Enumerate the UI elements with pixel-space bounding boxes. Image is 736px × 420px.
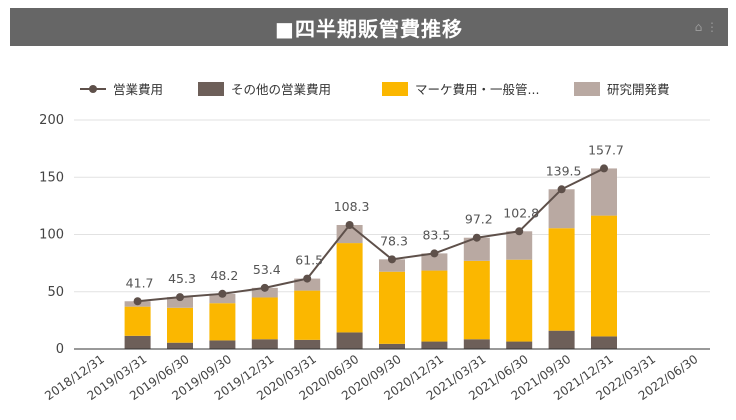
line-point xyxy=(303,274,312,283)
data-label: 61.5 xyxy=(295,253,323,268)
data-label: 97.2 xyxy=(465,212,493,227)
data-label: 45.3 xyxy=(168,271,196,286)
line-point xyxy=(472,233,481,242)
line-point xyxy=(345,220,354,229)
data-label: 78.3 xyxy=(380,233,408,248)
bar-segment xyxy=(167,342,193,349)
bar-segment xyxy=(294,278,321,291)
data-label: 41.7 xyxy=(126,275,154,290)
bar-segment xyxy=(421,270,448,342)
line-point xyxy=(260,283,269,292)
line-point xyxy=(600,164,608,173)
bar-segment xyxy=(548,228,575,331)
bar-segment xyxy=(124,335,151,349)
bar-segment xyxy=(251,297,278,340)
line-point xyxy=(176,293,184,302)
chart-header: ■四半期販管費推移 ⌂ ⋮ xyxy=(10,8,728,46)
total-opex-line xyxy=(137,167,605,303)
y-tick-label: 50 xyxy=(47,285,64,300)
bar-segment xyxy=(336,243,363,333)
bar-segment xyxy=(167,297,193,308)
bar-segment xyxy=(336,332,363,349)
bar-segment xyxy=(251,339,278,349)
bar-segment xyxy=(463,339,490,349)
bar-segment xyxy=(506,259,533,342)
legend-swatch xyxy=(382,82,408,96)
legend-swatch xyxy=(198,82,224,96)
bar-segment xyxy=(209,340,236,349)
bar-segment xyxy=(463,237,490,261)
bar-segment xyxy=(506,341,533,349)
line-point xyxy=(430,249,439,258)
bar-segment xyxy=(167,307,193,343)
bar-segment xyxy=(379,343,405,349)
bar-segment xyxy=(591,168,617,216)
bar-segment xyxy=(294,339,321,349)
bar-segment xyxy=(548,189,575,229)
data-label: 53.4 xyxy=(253,262,281,277)
legend-line-marker xyxy=(89,85,97,93)
line-point xyxy=(388,255,396,264)
bar-segment xyxy=(421,253,448,271)
bar-segment xyxy=(463,260,490,340)
chart-menu-icon[interactable]: ⌂ ⋮ xyxy=(694,20,718,34)
line-point xyxy=(515,227,524,236)
legend-label: 研究開発費 xyxy=(607,82,670,97)
bar-segment xyxy=(379,259,405,272)
bar-segment xyxy=(506,231,533,260)
line-point xyxy=(218,289,227,298)
line-point xyxy=(133,297,142,306)
legend-label: 営業費用 xyxy=(113,82,163,97)
data-label: 48.2 xyxy=(210,268,238,283)
data-label: 157.7 xyxy=(588,142,624,157)
bar-segment xyxy=(591,336,617,349)
bar-segment xyxy=(294,290,321,340)
bar-segment xyxy=(421,341,448,349)
data-label: 102.8 xyxy=(503,205,539,220)
bar-segment xyxy=(209,303,236,341)
chart-title: ■四半期販管費推移 xyxy=(275,17,463,41)
legend-swatch xyxy=(574,82,600,96)
legend-label: マーケ費用・一般管... xyxy=(415,82,539,97)
bar-segment xyxy=(548,330,575,349)
data-label: 108.3 xyxy=(334,199,370,214)
bar-segment xyxy=(209,293,236,304)
y-tick-label: 0 xyxy=(56,342,64,357)
bar-segment xyxy=(379,271,405,344)
line-point xyxy=(557,185,566,194)
legend-label: その他の営業費用 xyxy=(231,82,331,97)
bar-segment xyxy=(591,215,617,337)
y-tick-label: 150 xyxy=(39,170,64,185)
y-tick-label: 200 xyxy=(39,113,64,128)
y-tick-label: 100 xyxy=(39,228,64,243)
bar-segment xyxy=(124,306,151,336)
data-label: 139.5 xyxy=(546,163,582,178)
bar-segment xyxy=(251,287,278,298)
data-label: 83.5 xyxy=(422,227,450,242)
